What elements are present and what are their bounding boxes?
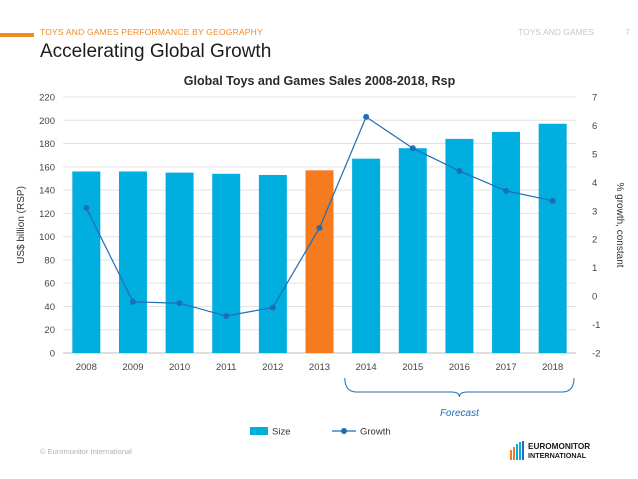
growth-point-2018 bbox=[549, 197, 556, 204]
growth-point-2010 bbox=[176, 300, 183, 307]
bar-2018 bbox=[538, 123, 567, 353]
y2-tick-label: -2 bbox=[592, 349, 600, 360]
growth-point-2017 bbox=[503, 187, 510, 194]
legend-label-growth: Growth bbox=[360, 427, 391, 438]
y2-tick-label: 2 bbox=[592, 235, 597, 246]
x-tick-label: 2009 bbox=[122, 362, 143, 373]
y2-tick-label: 5 bbox=[592, 149, 597, 160]
forecast-bracket bbox=[344, 377, 575, 398]
section-label: TOYS AND GAMES PERFORMANCE BY GEOGRAPHY bbox=[40, 27, 263, 37]
legend-label-size: Size bbox=[272, 427, 290, 438]
logo-line1: EUROMONITOR bbox=[528, 442, 590, 451]
x-tick-label: 2008 bbox=[76, 362, 97, 373]
bar-2015 bbox=[398, 148, 427, 353]
x-tick-label: 2015 bbox=[402, 362, 423, 373]
y-tick-label: 20 bbox=[44, 325, 55, 336]
forecast-label: Forecast bbox=[440, 408, 480, 419]
bar-2013 bbox=[305, 170, 334, 353]
growth-point-2014 bbox=[363, 113, 370, 120]
y2-tick-label: 4 bbox=[592, 178, 597, 189]
y-tick-label: 220 bbox=[39, 93, 55, 104]
growth-point-2009 bbox=[129, 298, 136, 305]
x-tick-label: 2011 bbox=[216, 362, 236, 373]
logo-stripes-icon bbox=[510, 441, 524, 460]
x-tick-label: 2016 bbox=[449, 362, 470, 373]
y-tick-label: 40 bbox=[44, 302, 55, 313]
y-tick-label: 100 bbox=[39, 232, 55, 243]
bar-2014 bbox=[352, 158, 381, 353]
bar-2010 bbox=[165, 172, 194, 353]
y-tick-label: 160 bbox=[39, 162, 55, 173]
legend-marker-growth bbox=[341, 428, 347, 434]
growth-point-2012 bbox=[269, 304, 276, 311]
accent-bar bbox=[0, 33, 34, 37]
bar-2011 bbox=[212, 173, 241, 353]
header-section-name: TOYS AND GAMES bbox=[518, 27, 594, 37]
logo-line2: INTERNATIONAL bbox=[528, 451, 587, 460]
legend-swatch-size bbox=[250, 427, 268, 435]
y-tick-label: 200 bbox=[39, 116, 55, 127]
growth-point-2015 bbox=[409, 145, 416, 152]
y2-tick-label: 7 bbox=[592, 93, 597, 104]
y2-tick-label: 0 bbox=[592, 292, 597, 303]
y-tick-label: 120 bbox=[39, 209, 55, 220]
x-tick-label: 2018 bbox=[542, 362, 563, 373]
y2-tick-label: 1 bbox=[592, 263, 597, 274]
y-tick-label: 0 bbox=[50, 349, 55, 360]
y2-tick-label: 6 bbox=[592, 121, 597, 132]
y2-axis-title: % growth, constant bbox=[614, 182, 625, 267]
y2-tick-label: 3 bbox=[592, 206, 597, 217]
page-number: 7 bbox=[625, 27, 630, 37]
x-tick-label: 2012 bbox=[262, 362, 283, 373]
growth-point-2013 bbox=[316, 224, 323, 231]
y-axis-title: US$ billion (RSP) bbox=[16, 186, 27, 264]
growth-point-2008 bbox=[83, 204, 90, 211]
y-tick-label: 60 bbox=[44, 279, 55, 290]
bar-2008 bbox=[72, 171, 101, 353]
bar-2009 bbox=[118, 171, 147, 353]
y2-tick-label: -1 bbox=[592, 320, 600, 331]
euromonitor-logo: EUROMONITOR INTERNATIONAL bbox=[510, 441, 590, 460]
bar-2017 bbox=[492, 131, 521, 353]
x-tick-label: 2010 bbox=[169, 362, 190, 373]
x-tick-label: 2013 bbox=[309, 362, 330, 373]
x-tick-label: 2014 bbox=[356, 362, 377, 373]
y-tick-label: 180 bbox=[39, 139, 55, 150]
y-tick-label: 80 bbox=[44, 255, 55, 266]
chart-title: Global Toys and Games Sales 2008-2018, R… bbox=[184, 74, 456, 88]
page-title: Accelerating Global Growth bbox=[40, 41, 272, 62]
y-tick-label: 140 bbox=[39, 186, 55, 197]
growth-point-2011 bbox=[223, 313, 230, 320]
copyright: © Euromonitor International bbox=[40, 447, 132, 456]
bar-2012 bbox=[258, 174, 287, 353]
growth-point-2016 bbox=[456, 167, 463, 174]
x-tick-label: 2017 bbox=[495, 362, 516, 373]
